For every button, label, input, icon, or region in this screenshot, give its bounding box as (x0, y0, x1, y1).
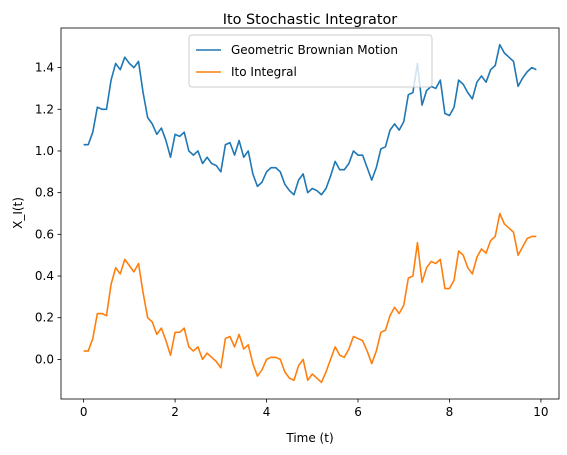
legend-label-gbm: Geometric Brownian Motion (231, 43, 398, 57)
chart-title: Ito Stochastic Integrator (223, 12, 397, 28)
x-tick-label: 0 (80, 405, 88, 419)
plot-area (83, 43, 537, 384)
y-tick-label: 0.4 (35, 269, 54, 283)
x-tick-label: 4 (263, 405, 271, 419)
legend: Geometric Brownian Motion Ito Integral (188, 34, 433, 88)
y-tick-label: 1.0 (35, 144, 54, 158)
series-line-gbm (83, 43, 537, 196)
x-axis: 0 2 4 6 8 10 (80, 399, 549, 419)
y-axis-label: X_I(t) (11, 197, 25, 229)
y-tick-label: 0.8 (35, 186, 54, 200)
legend-label-ito: Ito Integral (231, 65, 297, 79)
y-axis: 0.0 0.2 0.4 0.6 0.8 1.0 1.2 1.4 (35, 61, 61, 366)
y-tick-label: 1.2 (35, 102, 54, 116)
y-tick-label: 0.2 (35, 311, 54, 325)
series-line-ito (83, 212, 537, 384)
legend-box (188, 34, 433, 88)
y-tick-label: 1.4 (35, 61, 54, 75)
y-tick-label: 0.6 (35, 227, 54, 241)
x-tick-label: 2 (171, 405, 179, 419)
x-tick-label: 8 (446, 405, 454, 419)
x-tick-label: 10 (533, 405, 548, 419)
x-axis-label: Time (t) (285, 431, 333, 445)
plot-frame (60, 27, 560, 400)
x-tick-label: 6 (354, 405, 362, 419)
y-tick-label: 0.0 (35, 352, 54, 366)
